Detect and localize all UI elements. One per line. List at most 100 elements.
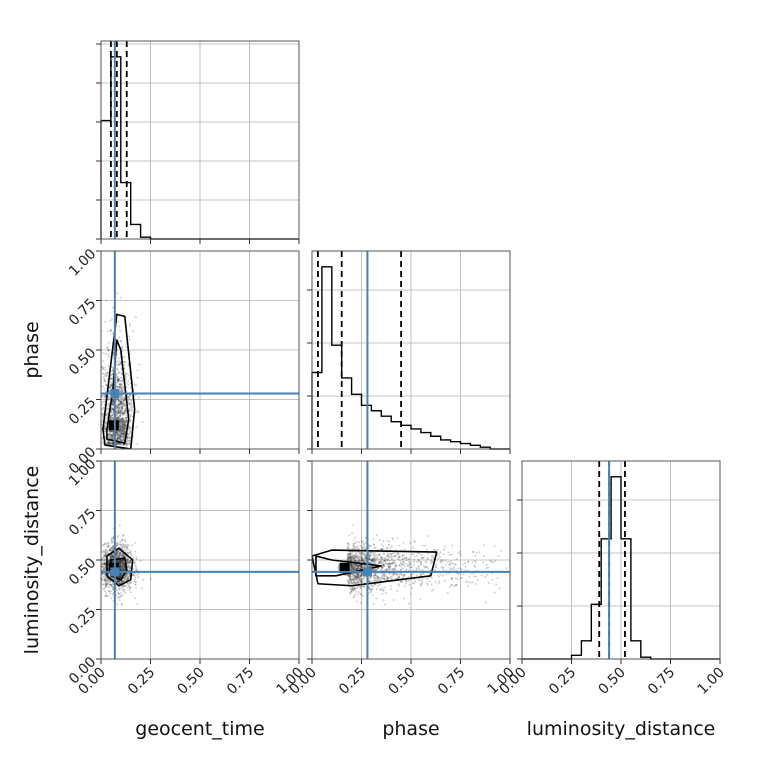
sample-point	[117, 554, 120, 557]
sample-point	[115, 580, 118, 583]
sample-point	[124, 404, 127, 407]
sample-point	[402, 541, 405, 544]
sample-point	[120, 402, 123, 405]
sample-point	[110, 407, 113, 410]
sample-point	[377, 584, 380, 587]
sample-point	[347, 544, 350, 547]
sample-point	[122, 560, 125, 563]
sample-point	[117, 404, 120, 407]
sample-point	[357, 564, 360, 567]
sample-point	[121, 436, 124, 439]
sample-point	[137, 575, 140, 578]
sample-point	[119, 559, 122, 562]
sample-point	[111, 430, 114, 433]
sample-point	[121, 421, 124, 424]
sample-point	[111, 593, 114, 596]
sample-point	[498, 587, 501, 590]
sample-point	[112, 435, 115, 438]
sample-point	[421, 556, 424, 559]
sample-point	[108, 549, 111, 552]
sample-point	[359, 552, 362, 555]
sample-point	[112, 416, 115, 419]
sample-point	[116, 385, 119, 388]
sample-point	[101, 420, 104, 423]
sample-point	[109, 442, 112, 445]
sample-point	[122, 423, 125, 426]
sample-point	[101, 417, 104, 420]
sample-point	[357, 548, 360, 551]
sample-point	[122, 552, 125, 555]
sample-point	[358, 564, 361, 567]
sample-point	[377, 562, 380, 565]
sample-point	[397, 544, 400, 547]
sample-point	[351, 586, 354, 589]
sample-point	[118, 325, 121, 328]
sample-point	[107, 545, 110, 548]
sample-point	[116, 380, 119, 383]
sample-point	[420, 583, 423, 586]
sample-point	[107, 578, 110, 581]
sample-point	[350, 575, 353, 578]
sample-point	[121, 430, 124, 433]
sample-point	[97, 590, 99, 592]
sample-point	[124, 549, 127, 552]
sample-point	[125, 346, 128, 349]
sample-point	[104, 551, 107, 554]
sample-point	[390, 557, 393, 560]
sample-point	[101, 565, 104, 568]
sample-point	[390, 555, 393, 558]
sample-point	[119, 428, 122, 431]
sample-point	[432, 556, 435, 559]
sample-point	[123, 555, 126, 558]
sample-point	[388, 540, 391, 543]
sample-point	[119, 394, 122, 397]
sample-point	[347, 581, 350, 584]
sample-point	[115, 415, 118, 418]
sample-point	[116, 380, 119, 383]
sample-point	[112, 547, 115, 550]
sample-point	[350, 559, 353, 562]
sample-point	[107, 433, 110, 436]
histogram-bar	[332, 345, 342, 449]
sample-point	[129, 560, 132, 563]
sample-point	[450, 584, 453, 587]
sample-point	[118, 436, 121, 439]
sample-point	[116, 561, 119, 564]
sample-point	[123, 361, 126, 364]
sample-point	[369, 551, 372, 554]
sample-point	[116, 368, 119, 371]
sample-point	[103, 554, 106, 557]
sample-point	[468, 575, 471, 578]
sample-point	[474, 561, 477, 564]
sample-point	[103, 396, 106, 399]
sample-point	[112, 537, 115, 540]
sample-point	[360, 560, 363, 563]
sample-point	[394, 564, 397, 567]
sample-point	[364, 554, 367, 557]
sample-point	[349, 578, 352, 581]
x-axis-label-phase: phase	[382, 718, 439, 740]
sample-point	[123, 423, 126, 426]
sample-point	[384, 557, 387, 560]
sample-point	[109, 547, 112, 550]
sample-point	[128, 402, 131, 405]
sample-point	[359, 577, 362, 580]
sample-point	[124, 407, 127, 410]
sample-point	[125, 375, 128, 378]
sample-point	[107, 559, 110, 562]
sample-point	[121, 411, 124, 414]
sample-point	[379, 562, 382, 565]
sample-point	[362, 557, 365, 560]
sample-point	[359, 553, 362, 556]
sample-point	[105, 580, 108, 583]
sample-point	[451, 562, 454, 565]
sample-point	[121, 566, 124, 569]
sample-point	[125, 584, 128, 587]
sample-point	[119, 586, 122, 589]
sample-point	[357, 567, 360, 570]
sample-point	[371, 558, 374, 561]
sample-point	[118, 553, 121, 556]
sample-point	[386, 569, 389, 572]
sample-point	[125, 440, 128, 443]
